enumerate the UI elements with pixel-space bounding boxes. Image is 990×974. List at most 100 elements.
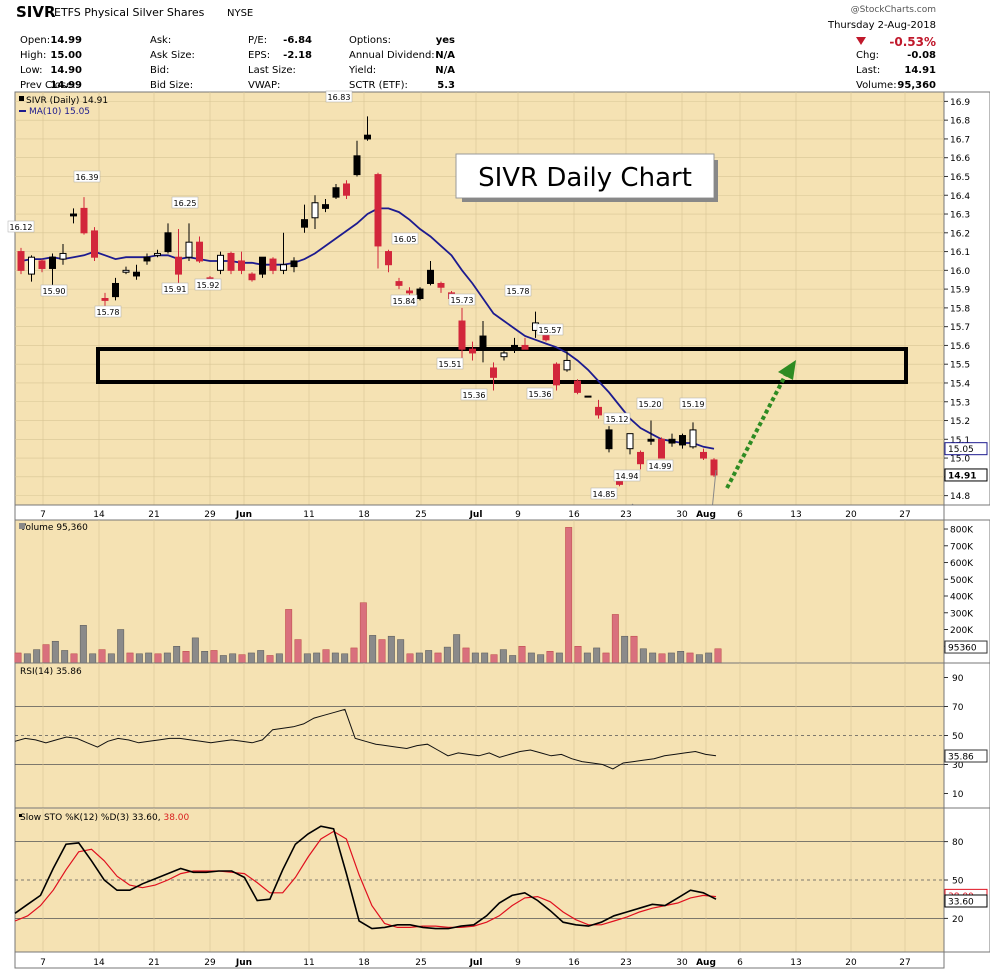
volume-bar xyxy=(350,647,358,664)
candle xyxy=(17,247,25,275)
down-arrow-icon xyxy=(856,37,866,45)
volume-legend: Volume 95,360 xyxy=(20,523,88,533)
x-tick-label: 20 xyxy=(845,510,857,520)
volume-bar xyxy=(546,651,554,664)
candle xyxy=(259,256,266,278)
candle-body xyxy=(563,359,571,371)
stochastic-value-tag xyxy=(944,894,988,908)
chart-title: SIVR Daily Chart xyxy=(478,163,692,193)
candle xyxy=(80,197,88,235)
volume-bar xyxy=(98,649,106,664)
volume-bar xyxy=(453,634,461,664)
candle xyxy=(343,180,350,200)
price-label-box xyxy=(448,293,476,306)
candle xyxy=(91,227,98,261)
stat-label: Ask Size: xyxy=(150,50,195,61)
volume-bar xyxy=(201,651,209,664)
candle xyxy=(584,395,592,398)
y-tick-label: 15.0 xyxy=(950,455,970,465)
candle xyxy=(154,249,161,258)
rsi-gridlines: 10 30 50 70 90 xyxy=(15,663,964,808)
candle-body xyxy=(469,348,476,354)
volume-value-tag xyxy=(944,640,988,654)
price-label: 15.51 xyxy=(439,360,462,369)
candle xyxy=(38,259,46,273)
volume-bar xyxy=(471,652,479,664)
candle-body xyxy=(637,451,644,465)
y-tick-label: 15.9 xyxy=(950,286,970,296)
x-tick-label: 6 xyxy=(737,958,743,968)
security-name: ETFS Physical Silver Shares xyxy=(54,6,205,19)
volume-bar xyxy=(481,652,489,664)
volume-bar xyxy=(406,653,414,664)
y-tick-label: 15.2 xyxy=(950,417,970,427)
candle xyxy=(658,437,665,459)
volume-bar xyxy=(238,654,246,664)
volume-bar xyxy=(387,635,395,664)
watermark: @StockCharts.com xyxy=(851,5,936,15)
volume-bar xyxy=(462,647,470,664)
candle-body xyxy=(332,187,340,198)
x-tick-label: Jul xyxy=(469,958,483,968)
volume-bar xyxy=(443,646,451,664)
title-box-shadow xyxy=(714,160,718,202)
stat-label: Volume: xyxy=(856,80,897,91)
volume-bar xyxy=(285,609,293,664)
volume-value-label: 95360 xyxy=(948,644,977,654)
candle-body xyxy=(395,281,403,286)
candle-body xyxy=(164,232,172,253)
stat-value: -6.84 xyxy=(283,35,312,46)
y-tick-label: 50 xyxy=(952,732,964,742)
candle-body xyxy=(175,256,182,275)
candle-body xyxy=(553,363,560,386)
y-tick-label: 14.8 xyxy=(950,492,970,502)
candle-body xyxy=(521,344,529,350)
x-tick-label: 13 xyxy=(790,958,801,968)
volume-bar xyxy=(23,653,31,664)
panels: 14.814.915.015.115.215.315.415.515.615.7… xyxy=(7,90,990,969)
candle-body xyxy=(574,380,581,393)
candle-body xyxy=(500,352,508,358)
candle-body xyxy=(710,459,718,476)
volume-bar xyxy=(275,653,283,664)
y-tick-label: 20 xyxy=(952,915,964,925)
price-label: 15.36 xyxy=(463,391,486,400)
candle xyxy=(248,272,256,282)
stat-value: 15.00 xyxy=(50,50,82,61)
volume-bar xyxy=(658,653,666,664)
legend-ma: MA(10) 15.05 xyxy=(29,107,90,117)
volume-bar xyxy=(574,646,582,664)
stat-value: N/A xyxy=(435,65,455,76)
x-tick-label: 27 xyxy=(899,510,910,520)
x-tick-label: Jun xyxy=(235,510,252,520)
stochastic-d-line xyxy=(14,830,717,928)
x-axis-bottom-labels: 7 14 21 29 Jun 11 18 25 Jul 9 16 23 30 Aug 6 13 20 27 xyxy=(40,958,911,968)
price-labels: 16.12 15.90 16.39 15.78 16.25 15.91 15.92 16.83… xyxy=(7,90,707,500)
volume-bar xyxy=(14,652,22,664)
candle xyxy=(311,195,319,230)
value-tag-label: 15.05 xyxy=(948,445,974,455)
candle-body xyxy=(700,451,707,459)
candle-body xyxy=(269,258,277,271)
volume-bar xyxy=(79,625,87,664)
volume-bar xyxy=(135,653,143,664)
stat-label: Bid Size: xyxy=(150,80,193,91)
candle xyxy=(563,351,571,372)
candle xyxy=(70,208,77,224)
price-label-box xyxy=(171,196,199,209)
candle xyxy=(185,223,193,261)
y-tick-label: 90 xyxy=(952,674,964,684)
candle xyxy=(49,253,56,290)
y-tick-label: 16.2 xyxy=(950,229,970,239)
rsi-legend: RSI(14) 35.86 xyxy=(20,667,82,677)
candle-body xyxy=(364,134,371,140)
candle xyxy=(238,251,245,275)
stat-label: Prev Close: xyxy=(20,80,76,91)
arrow-head-icon xyxy=(778,360,796,380)
price-label: 15.12 xyxy=(606,415,629,424)
volume-bar xyxy=(42,644,50,664)
volume-bar xyxy=(434,652,442,664)
legend-price: SIVR (Daily) 14.91 xyxy=(26,96,108,106)
